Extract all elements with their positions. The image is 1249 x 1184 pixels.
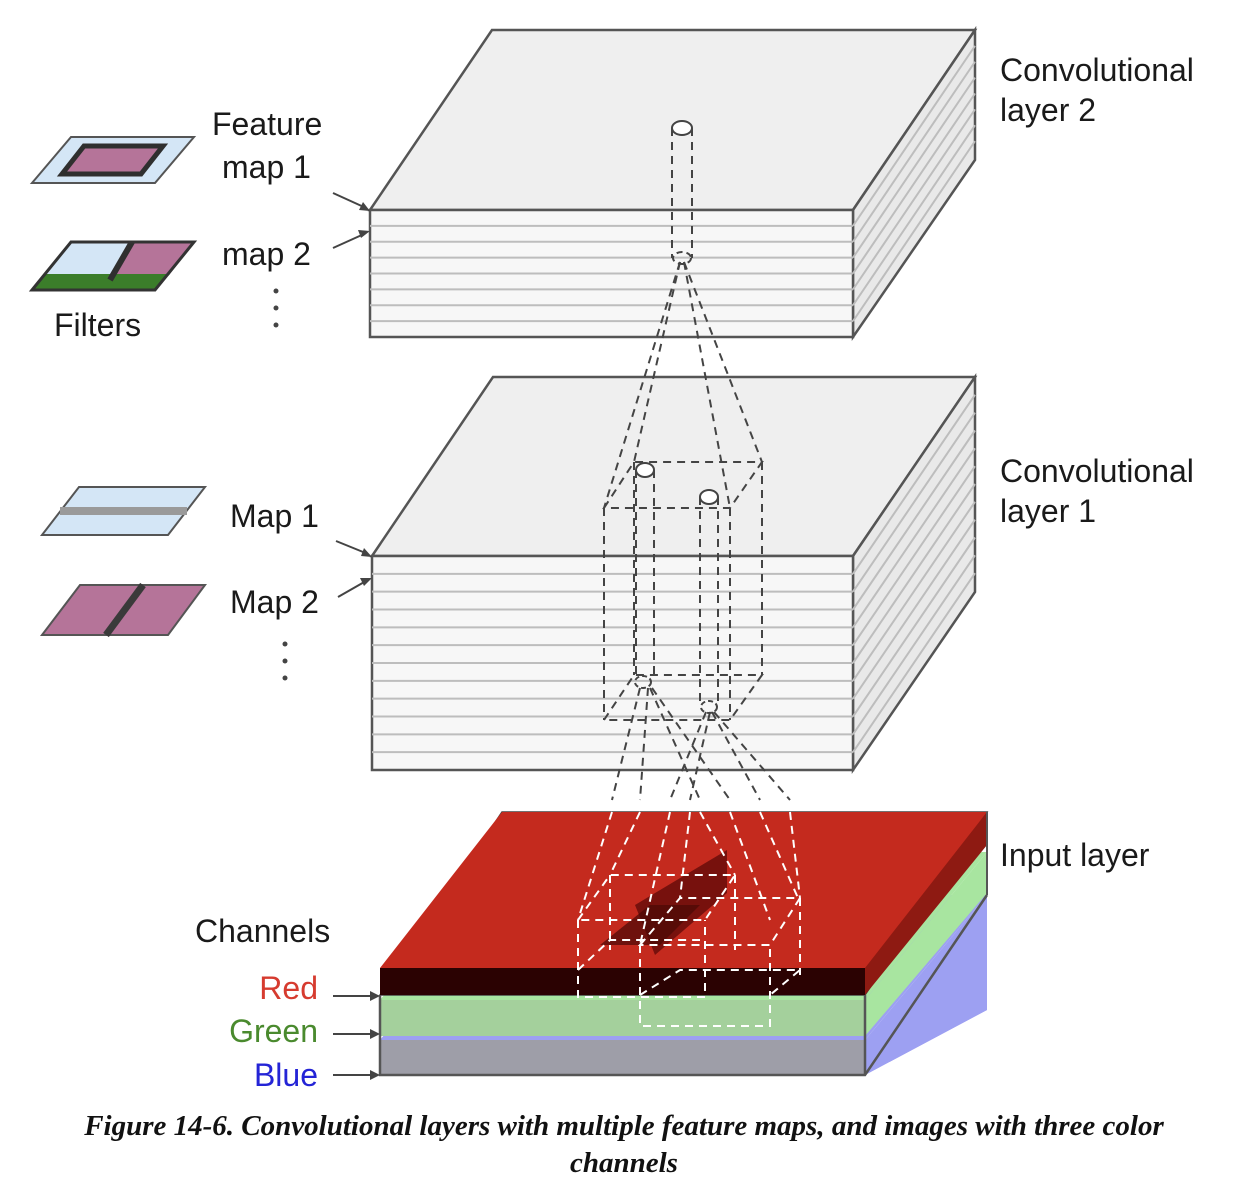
map-icon-1: [39, 486, 208, 536]
feature-map-stripe-side: [852, 77, 976, 259]
conv1-map-2-label: Map 2: [230, 584, 319, 620]
filter-icon-2: [28, 240, 198, 292]
feature-map-stripe-side: [852, 572, 976, 753]
feature-label: Feature: [212, 106, 322, 142]
feature-map-1-label: map 1: [222, 149, 311, 185]
feature-map-stripe-side: [852, 108, 976, 290]
feature-map-stripe-side: [852, 412, 976, 593]
conv-layer-1-block: [369, 372, 978, 775]
channel-red-label: Red: [259, 970, 318, 1006]
feature-map-stripe-side: [852, 429, 976, 611]
filter-icon-1: [29, 136, 197, 184]
figure-caption-line-1: Figure 14-6. Convolutional layers with m…: [83, 1110, 1164, 1142]
channels-heading: Channels: [195, 913, 330, 949]
feature-map-stripe-side: [852, 554, 976, 735]
feature-map-stripe-side: [852, 92, 976, 275]
filters-label: Filters: [54, 307, 141, 343]
figure-caption-line-2: channels: [570, 1147, 678, 1179]
input-layer-label: Input layer: [1000, 837, 1150, 873]
feature-map-stripe-side: [852, 45, 976, 227]
conv1-map-1-label: Map 1: [230, 498, 319, 534]
feature-map-stripe-side: [852, 394, 976, 575]
feature-map-stripe-side: [852, 140, 976, 322]
feature-map-stripe-side: [852, 61, 976, 243]
feature-map-stripe-side: [852, 124, 976, 306]
more-maps-dots-conv1: [282, 641, 288, 681]
feature-map-stripe-side: [852, 465, 976, 646]
more-maps-dots-conv2: [273, 288, 279, 328]
receptive-field-lines: [576, 120, 803, 1027]
map-icon-2: [39, 582, 207, 638]
channel-blue-label: Blue: [254, 1057, 318, 1093]
channel-green-label: Green: [229, 1013, 318, 1049]
feature-map-stripe-side: [852, 501, 976, 682]
input-layer-block: [378, 811, 989, 1077]
label-arrows: [332, 192, 380, 1080]
feature-map-stripe-side: [852, 536, 976, 718]
conv-layer-2-block: [367, 25, 978, 342]
feature-map-2-label: map 2: [222, 236, 311, 272]
feature-map-stripe-side: [852, 447, 976, 628]
conv-layer-1-label: Convolutional layer 1: [1000, 453, 1194, 529]
feature-map-stripe-side: [852, 519, 976, 700]
conv-layer-2-label: Convolutional layer 2: [1000, 52, 1194, 128]
feature-map-stripe-side: [852, 483, 976, 664]
